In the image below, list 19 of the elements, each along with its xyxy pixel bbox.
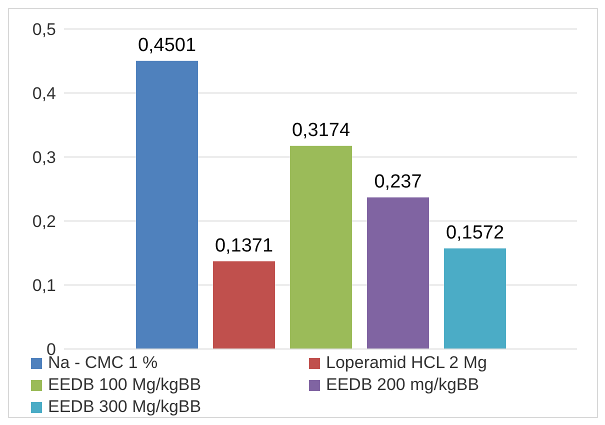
bar: [290, 146, 352, 349]
y-tick-label: 0,5: [32, 20, 56, 40]
bar: [444, 248, 506, 349]
bar: [136, 60, 198, 349]
data-label: 0,237: [374, 171, 422, 192]
bar: [213, 261, 275, 349]
bar: [367, 197, 429, 349]
data-label: 0,4501: [138, 34, 196, 56]
legend-label: EEDB 100 Mg/kgBB: [48, 375, 202, 395]
data-label: 0,1371: [214, 235, 274, 256]
legend-label: EEDB 300 Mg/kgBB: [48, 397, 202, 417]
y-tick-label: 0,3: [32, 148, 56, 168]
legend-label: Loperamid HCL 2 Mg: [326, 353, 487, 373]
y-tick-label: 0,4: [32, 84, 56, 104]
y-tick-label: 0,1: [32, 276, 56, 296]
data-label: 0,1572: [446, 222, 504, 244]
data-label: 0,3174: [292, 120, 350, 141]
legend-label: EEDB 200 mg/kgBB: [326, 375, 480, 395]
y-tick-label: 0,2: [32, 212, 56, 232]
